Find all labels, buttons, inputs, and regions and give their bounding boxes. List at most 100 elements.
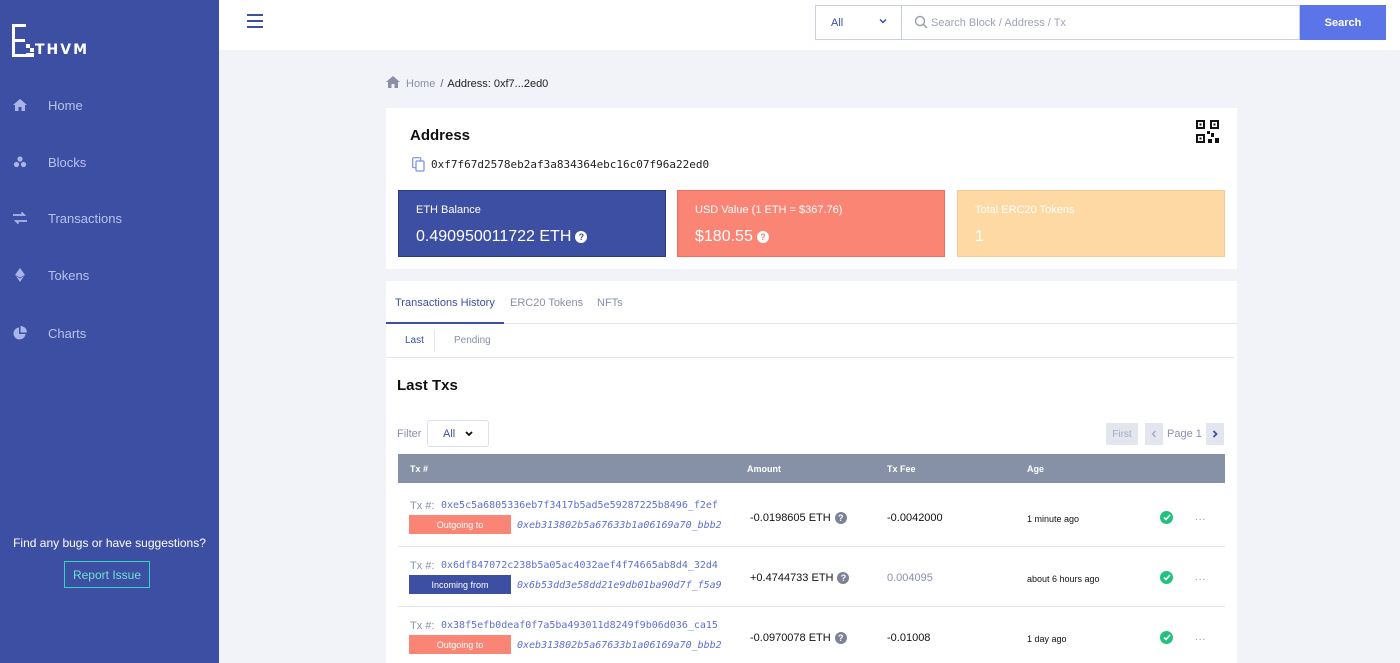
- tx-label: Tx #:: [410, 620, 435, 632]
- breadcrumb-separator: /: [440, 77, 444, 90]
- table-row[interactable]: Tx #: 0x38f5efb0deaf0f7a5ba493011d8249f9…: [398, 607, 1225, 663]
- transactions-icon: [12, 210, 28, 226]
- tx-fee: -0.01008: [887, 632, 931, 644]
- address-hash: 0xf7f67d2578eb2af3a834364ebc16c07f96a22e…: [431, 158, 710, 171]
- usd-value-label: USD Value (1 ETH = $367.76): [695, 204, 843, 216]
- help-icon[interactable]: ?: [756, 231, 769, 243]
- eth-balance-value: 0.490950011722 ETH: [416, 228, 572, 245]
- direction-badge: Incoming from: [409, 575, 511, 594]
- breadcrumb-current: Address: 0xf7...2ed0: [447, 77, 549, 90]
- sidebar-item-label: Transactions: [48, 210, 122, 226]
- home-icon: [12, 97, 28, 113]
- table-header: Tx # Amount Tx Fee Age: [398, 454, 1225, 483]
- menu-toggle-icon[interactable]: [247, 14, 263, 28]
- eth-balance-label: ETH Balance: [416, 204, 481, 216]
- top-bar: All Search: [219, 0, 1400, 50]
- success-check-icon: [1160, 571, 1173, 584]
- success-check-icon: [1160, 631, 1173, 644]
- search-filter-select[interactable]: All: [815, 5, 902, 40]
- section-title: Last Txs: [397, 377, 458, 394]
- transactions-card: Transactions History ERC20 Tokens NFTs L…: [386, 281, 1237, 663]
- tx-label: Tx #:: [410, 560, 435, 572]
- sidebar-item-charts[interactable]: Charts: [0, 318, 219, 348]
- column-header-amount: Amount: [747, 464, 781, 474]
- tx-hash-link[interactable]: 0xe5c5a6805336eb7f3417b5ad5e59287225b849…: [441, 500, 718, 511]
- usd-value: $180.55: [695, 228, 753, 245]
- tx-hash-link[interactable]: 0x38f5efb0deaf0f7a5ba493011d8249f9b06d03…: [441, 620, 718, 631]
- success-check-icon: [1160, 511, 1173, 524]
- table-row[interactable]: Tx #: 0xe5c5a6805336eb7f3417b5ad5e592872…: [398, 487, 1225, 547]
- tx-filter-value: All: [443, 427, 456, 440]
- more-options-icon[interactable]: ...: [1195, 632, 1207, 643]
- search-filter-value: All: [831, 16, 844, 29]
- peer-address-link[interactable]: 0x6b53dd3e58dd21e9db01ba90d7f_f5a9: [517, 580, 722, 591]
- help-icon[interactable]: ?: [834, 632, 847, 644]
- tab-transactions-history[interactable]: Transactions History: [395, 297, 495, 309]
- tx-age: 1 minute ago: [1027, 514, 1080, 524]
- home-icon[interactable]: [386, 76, 400, 91]
- column-header-tx: Tx #: [410, 464, 429, 474]
- chevron-right-icon: [1212, 430, 1218, 438]
- tab-erc20-tokens[interactable]: ERC20 Tokens: [510, 297, 584, 309]
- copy-icon[interactable]: [412, 157, 425, 175]
- direction-badge: Outgoing to: [409, 515, 511, 534]
- peer-address-link[interactable]: 0xeb313802b5a67633b1a06169a70_bbb2: [517, 520, 722, 531]
- help-icon[interactable]: ?: [575, 231, 588, 243]
- sidebar-item-blocks[interactable]: Blocks: [0, 147, 219, 177]
- address-card: Address 0xf7f67d2578eb2af3a834364ebc16c0…: [386, 108, 1237, 269]
- pagination-first-button[interactable]: First: [1106, 423, 1138, 445]
- erc20-tokens-card: Total ERC20 Tokens 1: [957, 190, 1225, 257]
- sidebar-item-label: Charts: [48, 325, 87, 341]
- tx-fee: -0.0042000: [887, 512, 943, 524]
- erc20-tokens-value: 1: [975, 228, 984, 245]
- chevron-down-icon: [464, 429, 474, 442]
- tx-age: 1 day ago: [1027, 634, 1067, 644]
- subtab-pending[interactable]: Pending: [454, 335, 491, 346]
- erc20-tokens-label: Total ERC20 Tokens: [975, 204, 1075, 216]
- pagination-next-button[interactable]: [1206, 423, 1224, 445]
- tx-amount: +0.4744733 ETH: [750, 572, 834, 584]
- search-button[interactable]: Search: [1300, 5, 1386, 40]
- search-input[interactable]: [931, 6, 1291, 39]
- page-title: Address: [410, 127, 471, 144]
- tab-bar: Transactions History ERC20 Tokens NFTs: [386, 281, 1237, 324]
- ethvm-logo[interactable]: THVM: [12, 24, 102, 60]
- filter-label: Filter: [397, 428, 422, 440]
- tx-amount: -0.0198605 ETH: [750, 512, 831, 524]
- sidebar-item-transactions[interactable]: Transactions: [0, 203, 219, 233]
- feedback-text: Find any bugs or have suggestions?: [13, 536, 206, 550]
- sidebar-item-tokens[interactable]: Tokens: [0, 260, 219, 290]
- tx-hash-link[interactable]: 0x6df847072c238b5a05ac4032aef4f74665ab8d…: [441, 560, 718, 571]
- subtab-last[interactable]: Last: [405, 335, 424, 346]
- column-header-age: Age: [1027, 464, 1045, 474]
- breadcrumb-home-link[interactable]: Home: [406, 77, 436, 90]
- usd-value-card: USD Value (1 ETH = $367.76) $180.55?: [677, 190, 945, 257]
- blocks-icon: [12, 154, 28, 170]
- eth-balance-card: ETH Balance 0.490950011722 ETH?: [398, 190, 666, 257]
- more-options-icon[interactable]: ...: [1195, 572, 1207, 583]
- tx-label: Tx #:: [410, 500, 435, 512]
- pie-chart-icon: [12, 325, 28, 341]
- report-issue-button[interactable]: Report Issue: [64, 561, 150, 588]
- tab-nfts[interactable]: NFTs: [597, 297, 623, 309]
- tx-age: about 6 hours ago: [1027, 574, 1100, 584]
- more-options-icon[interactable]: ...: [1195, 512, 1207, 523]
- search-box: [901, 5, 1300, 40]
- sidebar-item-home[interactable]: Home: [0, 90, 219, 120]
- chevron-down-icon: [878, 16, 888, 29]
- breadcrumb: Home / Address: 0xf7...2ed0: [386, 76, 548, 91]
- pagination-prev-button[interactable]: [1145, 423, 1163, 445]
- help-icon[interactable]: ?: [834, 512, 847, 524]
- ethereum-icon: [12, 267, 28, 283]
- tx-amount: -0.0970078 ETH: [750, 632, 831, 644]
- help-icon[interactable]: ?: [837, 572, 850, 584]
- column-header-fee: Tx Fee: [887, 464, 916, 474]
- active-tab-indicator: [386, 322, 504, 324]
- logo-text: THVM: [35, 42, 90, 58]
- pagination-page-label: Page 1: [1167, 428, 1202, 440]
- qr-code-icon[interactable]: [1196, 120, 1219, 146]
- table-row[interactable]: Tx #: 0x6df847072c238b5a05ac4032aef4f746…: [398, 547, 1225, 607]
- chevron-left-icon: [1151, 430, 1157, 438]
- peer-address-link[interactable]: 0xeb313802b5a67633b1a06169a70_bbb2: [517, 640, 722, 651]
- tx-filter-select[interactable]: All: [427, 420, 489, 447]
